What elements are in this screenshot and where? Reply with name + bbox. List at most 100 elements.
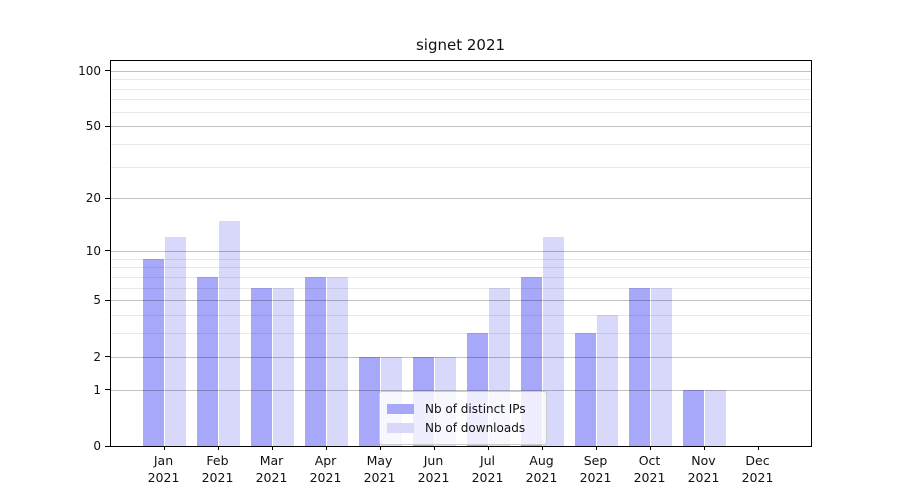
x-axis-tick-label-jun: Jun 2021 [407,452,461,486]
x-axis-tick-mark [379,446,381,450]
gridline-minor [111,79,811,81]
gridline-major [111,70,811,72]
x-axis-tick-mark [217,446,219,450]
gridline-minor [111,287,811,289]
y-axis-tick-mark [105,299,110,301]
x-axis-tick-mark [541,446,543,450]
x-axis-tick-label-mar: Mar 2021 [245,452,299,486]
gridline-major [111,250,811,252]
x-tick-month: Jan [153,453,174,468]
y-axis-tick-label: 5 [93,293,101,308]
x-axis-tick-mark [649,446,651,450]
gridline-major [111,300,811,302]
bar-downloads-nov [704,389,727,446]
y-axis-tick-label: 2 [93,349,101,364]
x-axis-tick-mark [325,446,327,450]
bar-downloads-aug [542,237,565,446]
y-axis-tick-mark [105,125,110,127]
x-tick-month: Oct [638,453,661,468]
bar-downloads-sep [596,315,619,446]
gridline-minor [111,166,811,168]
x-axis-tick-label-oct: Oct 2021 [623,452,677,486]
bar-distinct-ips-may [358,356,381,446]
gridline-minor [111,143,811,145]
plot-area: Nb of distinct IPs Nb of downloads [110,60,812,447]
x-tick-month: Aug [529,453,554,468]
legend-label: Nb of distinct IPs [425,401,526,416]
y-axis-tick-label: 50 [85,119,101,134]
legend-label: Nb of downloads [425,420,526,435]
gridline-major [111,356,811,358]
gridline-major [111,126,811,128]
bar-distinct-ips-oct [628,287,651,446]
gridline-major [111,389,811,391]
x-axis-tick-label-aug: Aug 2021 [515,452,569,486]
y-axis-tick-mark [105,70,110,72]
gridline-minor [111,276,811,278]
x-tick-month: Apr [314,453,337,468]
x-tick-year: 2021 [579,470,612,485]
x-tick-month: Mar [259,453,284,468]
x-tick-month: Feb [206,453,229,468]
x-axis-tick-mark [595,446,597,450]
gridline-minor [111,88,811,90]
x-tick-year: 2021 [741,470,774,485]
x-tick-year: 2021 [687,470,720,485]
x-axis-tick-label-jul: Jul 2021 [461,452,515,486]
bar-downloads-oct [650,287,673,446]
x-tick-year: 2021 [363,470,396,485]
x-axis-tick-label-nov: Nov 2021 [677,452,731,486]
x-axis-tick-label-dec: Dec 2021 [731,452,785,486]
x-axis-tick-mark [703,446,705,450]
y-axis-tick-label: 0 [93,439,101,453]
x-tick-year: 2021 [525,470,558,485]
bar-distinct-ips-feb [196,276,219,446]
x-axis-tick-label-may: May 2021 [353,452,407,486]
x-tick-month: Sep [583,453,608,468]
gridline-major [111,198,811,200]
y-axis-tick-mark [105,356,110,358]
bar-downloads-apr [326,276,349,446]
y-axis-tick-mark [105,250,110,252]
x-tick-month: Jul [479,453,496,468]
bar-distinct-ips-apr [304,276,327,446]
x-axis-tick-label-apr: Apr 2021 [299,452,353,486]
gridline-minor [111,315,811,317]
x-tick-month: Dec [745,453,770,468]
chart-title: signet 2021 [415,36,506,54]
legend: Nb of distinct IPs Nb of downloads [379,391,547,445]
legend-item-0: Nb of distinct IPs [387,399,538,418]
x-tick-year: 2021 [147,470,180,485]
y-axis-tick-mark [105,389,110,391]
x-tick-month: Jun [423,453,444,468]
bar-downloads-jan [164,237,187,446]
x-tick-month: Nov [691,453,716,468]
x-tick-year: 2021 [309,470,342,485]
gridline-minor [111,99,811,101]
x-tick-year: 2021 [417,470,450,485]
bar-downloads-mar [272,287,295,446]
legend-swatch [387,403,414,414]
bar-distinct-ips-mar [250,287,273,446]
x-axis-tick-label-sep: Sep 2021 [569,452,623,486]
x-tick-year: 2021 [201,470,234,485]
bar-distinct-ips-sep [574,333,597,446]
x-tick-year: 2021 [255,470,288,485]
gridline-minor [111,333,811,335]
x-tick-year: 2021 [633,470,666,485]
x-axis-tick-mark [757,446,759,450]
x-tick-month: May [366,453,393,468]
bar-distinct-ips-jan [142,258,165,446]
bar-distinct-ips-nov [682,389,705,446]
x-axis-tick-mark [433,446,435,450]
x-axis-tick-label-feb: Feb 2021 [191,452,245,486]
gridline-minor [111,267,811,269]
x-axis-tick-label-jan: Jan 2021 [137,452,191,486]
y-axis-tick-label: 20 [85,191,101,206]
y-axis-tick-mark [105,197,110,199]
y-axis-tick-label: 1 [93,382,101,397]
x-axis-tick-mark [163,446,165,450]
x-tick-year: 2021 [471,470,504,485]
gridline-minor [111,258,811,260]
